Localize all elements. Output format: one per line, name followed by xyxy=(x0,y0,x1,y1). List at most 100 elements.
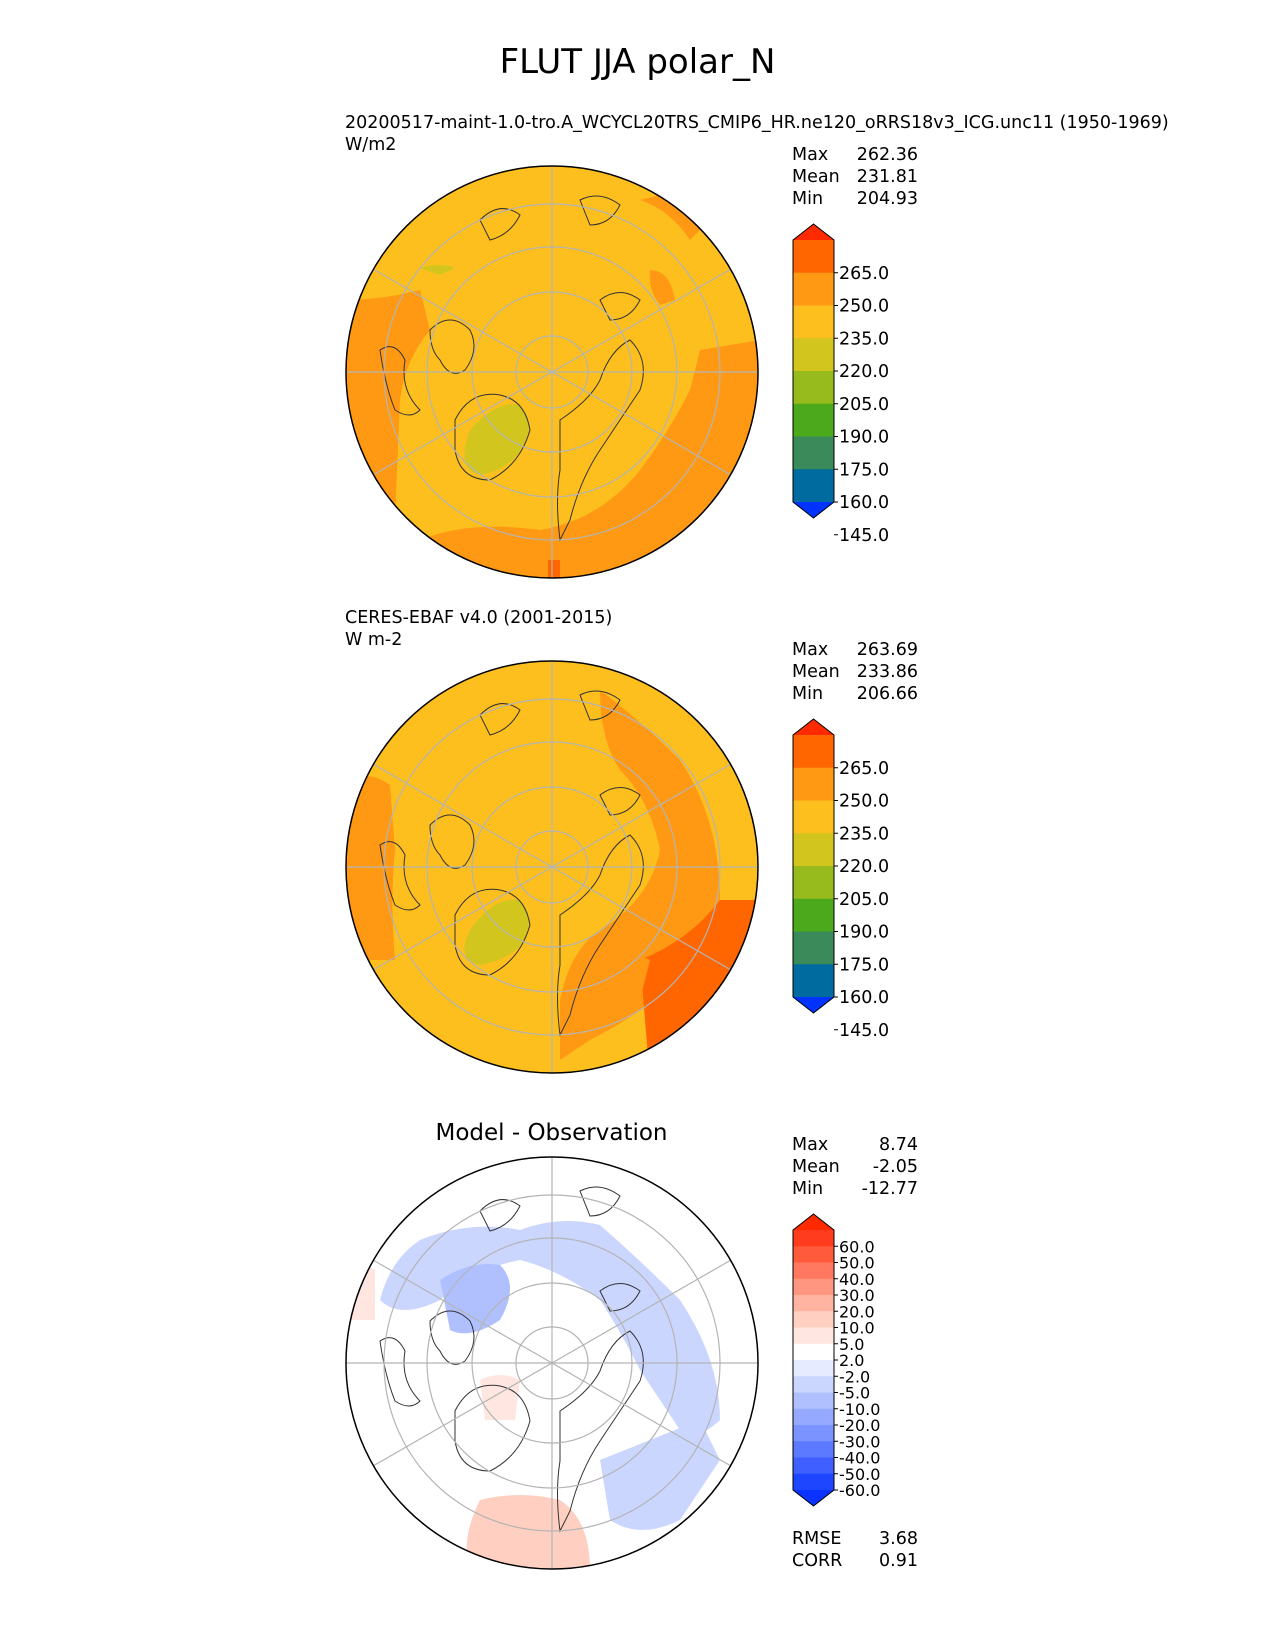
mean-value: -2.05 xyxy=(872,1157,918,1177)
max-label: Max xyxy=(792,1135,829,1155)
colorbar-tick-label: -5.0 xyxy=(839,1384,870,1403)
figure-title: FLUT JJA polar_N xyxy=(499,42,776,82)
colorbar-tick-label: 160.0 xyxy=(839,493,889,513)
min-value: 206.66 xyxy=(856,684,918,704)
colorbar-segment xyxy=(793,1311,834,1328)
diff-stats: Max 8.74 Mean -2.05 Min -12.77 xyxy=(792,1134,918,1200)
colorbar-tick-label: 40.0 xyxy=(839,1270,875,1289)
colorbar-tick-label: 30.0 xyxy=(839,1286,875,1305)
colorbar-segment xyxy=(793,1441,834,1458)
colorbar-segment xyxy=(793,1262,834,1280)
max-label: Max xyxy=(792,640,829,660)
graticule xyxy=(346,661,758,1073)
max-label: Max xyxy=(792,145,829,165)
colorbar-segment xyxy=(793,866,834,900)
max-value: 263.69 xyxy=(856,640,918,660)
colorbar-tick-label: 175.0 xyxy=(839,955,889,975)
colorbar-tick-label: -40.0 xyxy=(839,1449,880,1468)
colorbar-segment xyxy=(793,833,834,867)
model-colorbar: 265.0 250.0 235.0 220.0 205.0 190.0 175.0 160.0… xyxy=(792,223,889,546)
colorbar-tick-label: 220.0 xyxy=(839,362,889,382)
min-label: Min xyxy=(792,684,824,704)
coastlines xyxy=(379,195,644,542)
coastlines xyxy=(379,690,644,1037)
colorbar-segment xyxy=(793,1246,834,1263)
colorbar-tick-label: 265.0 xyxy=(839,759,889,779)
field-region-patch xyxy=(600,955,650,1005)
mean-value: 231.81 xyxy=(856,167,918,187)
colorbar-tick-label: 175.0 xyxy=(839,460,889,480)
obs-units: W m-2 xyxy=(345,630,403,650)
min-value: -12.77 xyxy=(861,1179,918,1199)
colorbar-tick-label: 145.0 xyxy=(839,526,889,546)
colorbar-extend-min xyxy=(793,502,834,518)
map-border xyxy=(345,1156,759,1570)
model-map xyxy=(345,165,759,579)
obs-map xyxy=(345,660,759,1074)
colorbar-segment xyxy=(793,403,834,437)
colorbar-segment xyxy=(793,800,834,834)
colorbar-segment xyxy=(793,964,834,998)
obs-label: CERES-EBAF v4.0 (2001-2015) xyxy=(345,608,613,628)
field-region-red xyxy=(548,560,560,578)
colorbar-segment xyxy=(793,1295,834,1312)
colorbar-tick-label: 160.0 xyxy=(839,988,889,1008)
field-region-south xyxy=(400,340,758,578)
colorbar-segment xyxy=(793,1230,834,1247)
diff-title: Model - Observation xyxy=(435,1120,668,1146)
colorbar-extend-max xyxy=(793,224,834,240)
colorbar-segment xyxy=(793,1327,834,1345)
field-region-greenland xyxy=(464,404,529,475)
model-label: 20200517-maint-1.0-tro.A_WCYCL20TRS_CMIP… xyxy=(345,113,1169,133)
colorbar-segment xyxy=(793,371,834,405)
max-value: 8.74 xyxy=(879,1135,918,1155)
colorbar-segment xyxy=(793,1278,834,1296)
colorbar-segment xyxy=(793,767,834,801)
colorbar-tick-label: 235.0 xyxy=(839,329,889,349)
colorbar-tick-label: -10.0 xyxy=(839,1400,880,1419)
coastlines xyxy=(379,1186,644,1533)
colorbar-tick-label: 250.0 xyxy=(839,792,889,812)
max-value: 262.36 xyxy=(856,145,918,165)
colorbar-tick-label: 220.0 xyxy=(839,857,889,877)
field-region-green-patch xyxy=(420,265,455,275)
colorbar-tick-label: 5.0 xyxy=(839,1335,864,1354)
field-region-patch xyxy=(649,270,675,305)
obs-colorbar: 265.0 250.0 235.0 220.0 205.0 190.0 175.0 160.0… xyxy=(792,718,889,1041)
colorbar-tick-label: 20.0 xyxy=(839,1302,875,1321)
colorbar-extend-max xyxy=(793,1214,834,1230)
colorbar-tick-label: 265.0 xyxy=(839,264,889,284)
min-value: 204.93 xyxy=(856,189,918,209)
colorbar-segment xyxy=(793,1425,834,1442)
field-region-positive-south xyxy=(466,1495,590,1569)
min-label: Min xyxy=(792,189,824,209)
map-border xyxy=(345,165,759,579)
colorbar-tick-label: 2.0 xyxy=(839,1351,864,1370)
field-region-positive-greenland xyxy=(480,1375,520,1420)
colorbar-segment xyxy=(793,1408,834,1426)
colorbar-tick-label: 205.0 xyxy=(839,890,889,910)
colorbar-tick-label: -20.0 xyxy=(839,1416,880,1435)
colorbar-tick-label: -2.0 xyxy=(839,1367,870,1386)
colorbar-segment xyxy=(793,240,834,274)
rmse-label: RMSE xyxy=(792,1529,842,1549)
graticule xyxy=(346,1157,758,1569)
mean-label: Mean xyxy=(792,662,840,682)
colorbar-tick-label: 250.0 xyxy=(839,297,889,317)
colorbar-tick-label: 190.0 xyxy=(839,923,889,943)
map-border xyxy=(345,660,759,1074)
corr-label: CORR xyxy=(792,1551,843,1571)
colorbar-tick-label: 205.0 xyxy=(839,395,889,415)
colorbar-segment xyxy=(793,1457,834,1475)
colorbar-segment xyxy=(793,898,834,932)
min-label: Min xyxy=(792,1179,824,1199)
obs-stats: Max 263.69 Mean 233.86 Min 206.66 xyxy=(792,639,918,705)
colorbar-segment xyxy=(793,1360,834,1377)
colorbar-extend-min xyxy=(793,997,834,1013)
field-region-greenland xyxy=(464,899,529,965)
diff-colorbar: 60.050.040.030.020.010.05.02.0-2.0-5.0-1… xyxy=(792,1213,880,1507)
diff-metrics: RMSE 3.68 CORR 0.91 xyxy=(792,1528,918,1572)
field-region-west xyxy=(346,776,395,960)
colorbar-extend-min xyxy=(793,1490,834,1506)
colorbar-tick-label: 50.0 xyxy=(839,1254,875,1273)
